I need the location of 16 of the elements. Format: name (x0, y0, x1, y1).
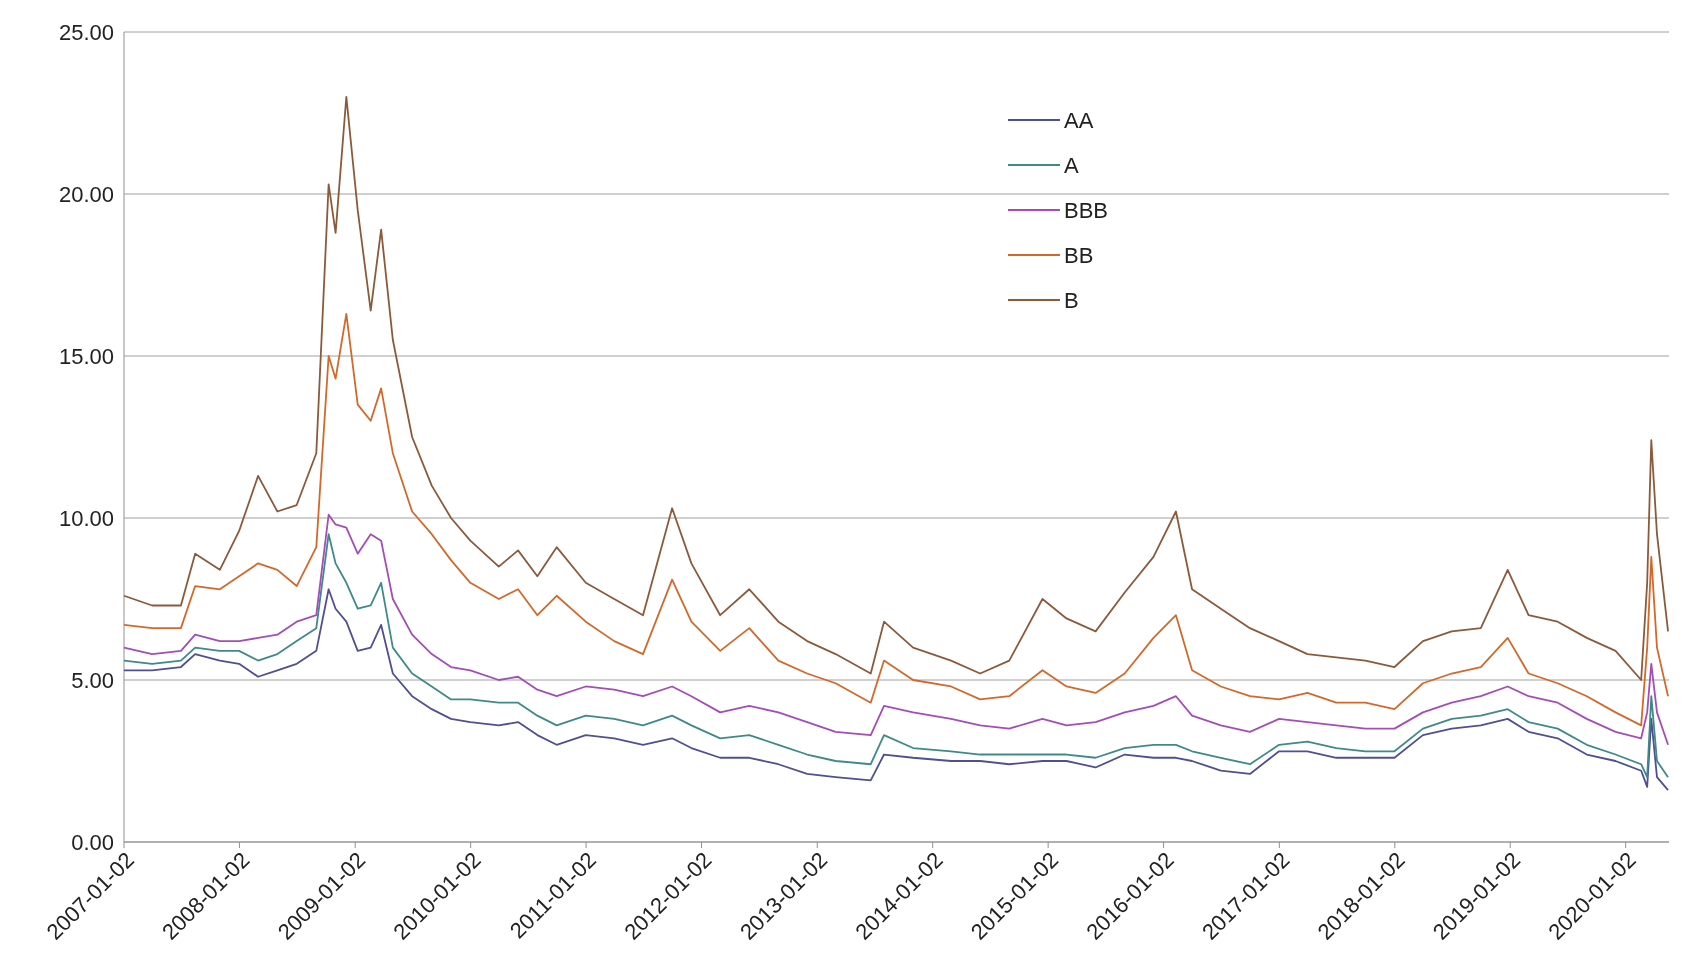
legend-label: A (1064, 152, 1079, 178)
y-tick-label: 5.00 (71, 667, 114, 693)
line-series (123, 588, 1669, 792)
y-tick-label: 10.00 (58, 505, 114, 531)
line-series (123, 312, 1669, 727)
legend-label: BB (1064, 242, 1094, 268)
y-tick-label: 0.00 (71, 829, 114, 855)
legend-label: BBB (1064, 197, 1109, 223)
legend-label: B (1064, 287, 1079, 313)
line-series (123, 513, 1669, 746)
line-series (123, 95, 1669, 681)
y-tick-label: 25.00 (58, 19, 114, 45)
line-series (123, 533, 1669, 779)
y-tick-label: 15.00 (58, 343, 114, 369)
y-tick-label: 20.00 (58, 181, 114, 207)
legend-label: AA (1064, 107, 1094, 133)
